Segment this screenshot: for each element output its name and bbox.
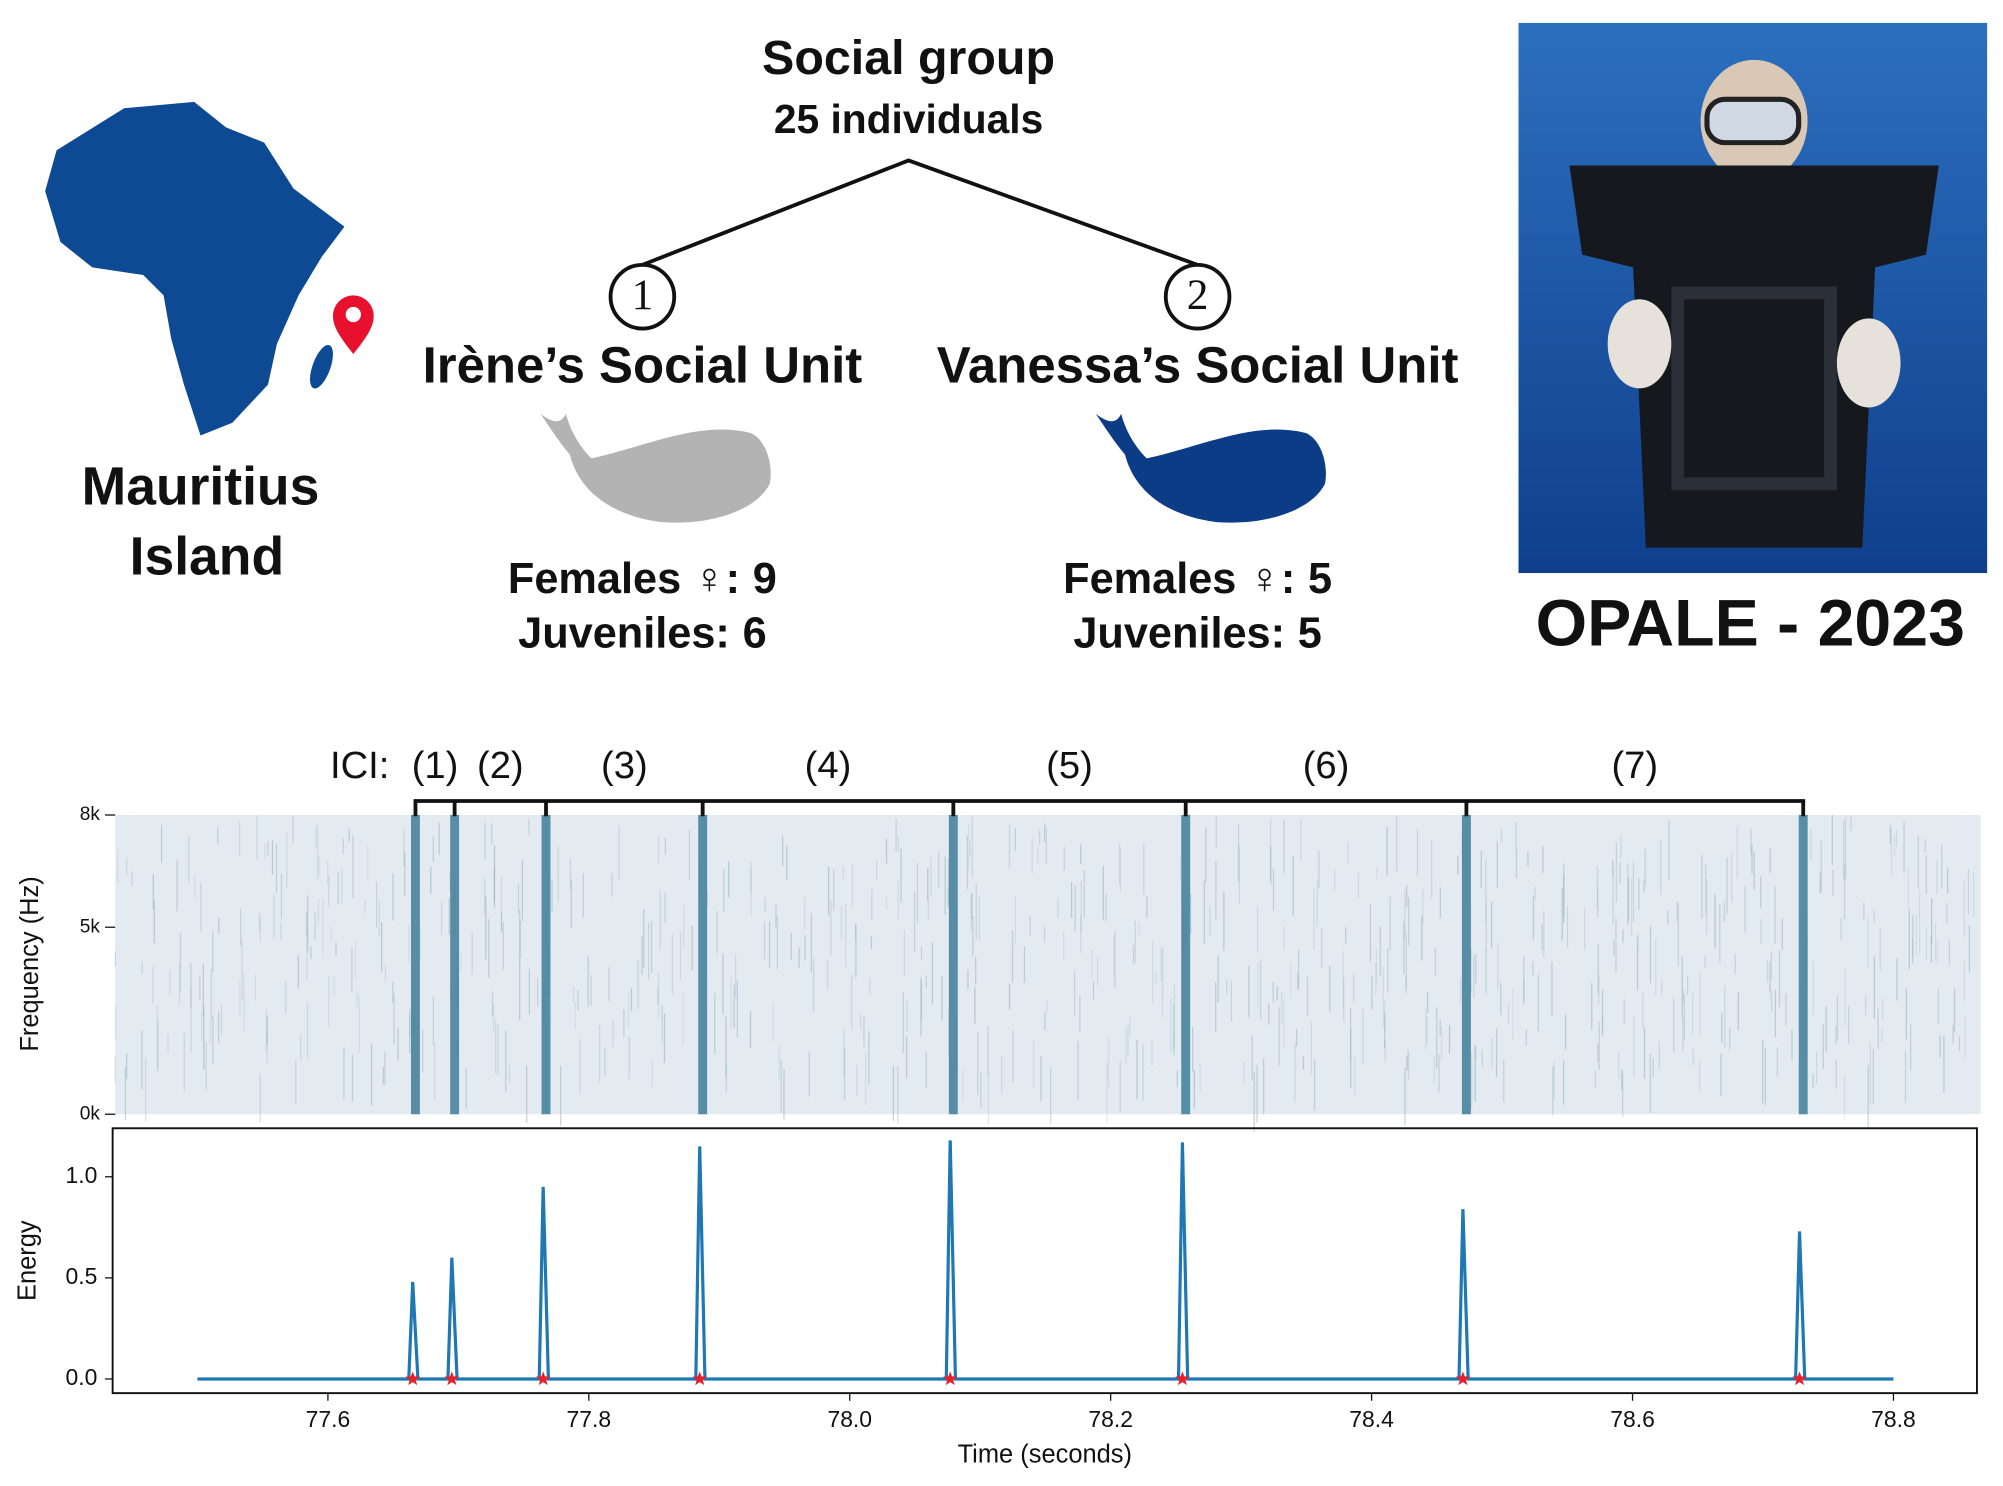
units: 1 Irène’s Social Unit Females ♀: 9 Juveniles… <box>423 265 1459 658</box>
africa-map <box>45 102 344 436</box>
ici-label: (4) <box>805 744 852 787</box>
y-tick-label: 0.5 <box>66 1263 98 1289</box>
juveniles-label: Juveniles: <box>1073 610 1285 658</box>
plot-frame <box>113 1128 1977 1393</box>
juveniles-count: 5 <box>1298 610 1322 658</box>
pin-hole <box>346 307 361 322</box>
click-band <box>542 815 551 1114</box>
x-tick-label: 78.0 <box>827 1406 872 1432</box>
x-tick-label: 77.6 <box>306 1406 351 1432</box>
click-band <box>1799 815 1808 1114</box>
females-count: 9 <box>753 555 777 603</box>
photo <box>1519 23 1988 573</box>
location-pin <box>333 295 374 354</box>
ici-label: (2) <box>477 744 524 787</box>
y-axis-label: Energy <box>13 1220 41 1301</box>
unit-name: Vanessa’s Social Unit <box>937 337 1459 394</box>
females-label: Females ♀: <box>508 555 740 603</box>
x-tick-label: 78.6 <box>1610 1406 1655 1432</box>
y-tick-label: 5k <box>80 916 101 937</box>
females-line: Females ♀: 9 <box>508 555 777 603</box>
madagascar <box>305 342 337 391</box>
juveniles-line: Juveniles: 6 <box>518 610 767 658</box>
ici-label: (7) <box>1611 744 1658 787</box>
females-label: Females ♀: <box>1063 555 1295 603</box>
click-band <box>1462 815 1471 1114</box>
spectrogram-background <box>115 815 1981 1114</box>
whale-icon <box>541 414 771 523</box>
unit-number: 2 <box>1187 271 1209 319</box>
whale-icon <box>1096 414 1326 523</box>
y-tick-label: 1.0 <box>66 1162 98 1188</box>
location-label: Mauritius <box>82 457 320 516</box>
juveniles-count: 6 <box>743 610 767 658</box>
unit-name: Irène’s Social Unit <box>423 337 863 394</box>
x-axis-label: Time (seconds) <box>958 1440 1132 1468</box>
click-band <box>411 815 420 1114</box>
ici-label: (5) <box>1046 744 1093 787</box>
y-tick-label: 8k <box>80 804 101 825</box>
figure: Mauritius Island Social group 25 individ… <box>0 0 2003 1481</box>
y-axis-label: Frequency (Hz) <box>16 876 44 1051</box>
x-tick-label: 78.4 <box>1349 1406 1394 1432</box>
juveniles-line: Juveniles: 5 <box>1073 610 1322 658</box>
x-tick-label: 78.2 <box>1088 1406 1133 1432</box>
x-tick-label: 77.8 <box>567 1406 612 1432</box>
ici-label: (6) <box>1303 744 1350 787</box>
photo-caption: OPALE - 2023 <box>1536 586 1965 660</box>
x-tick-label: 78.8 <box>1871 1406 1916 1432</box>
energy-line <box>197 1140 1893 1379</box>
y-tick-label: 0.0 <box>66 1364 98 1390</box>
location-label: Island <box>130 527 285 586</box>
click-band <box>698 815 707 1114</box>
ici-label: (3) <box>601 744 648 787</box>
females-line: Females ♀: 5 <box>1063 555 1332 603</box>
click-band <box>949 815 958 1114</box>
tree-branches <box>642 160 1197 264</box>
root-title: Social group <box>762 31 1055 85</box>
y-tick-label: 0k <box>80 1103 101 1124</box>
click-band <box>450 815 459 1114</box>
root-subtitle: 25 individuals <box>774 96 1043 142</box>
ici-title: ICI: <box>330 744 389 787</box>
ici-label: (1) <box>412 744 459 787</box>
juveniles-label: Juveniles: <box>518 610 730 658</box>
click-band <box>1181 815 1190 1114</box>
females-count: 5 <box>1308 555 1332 603</box>
unit-number: 1 <box>632 271 654 319</box>
